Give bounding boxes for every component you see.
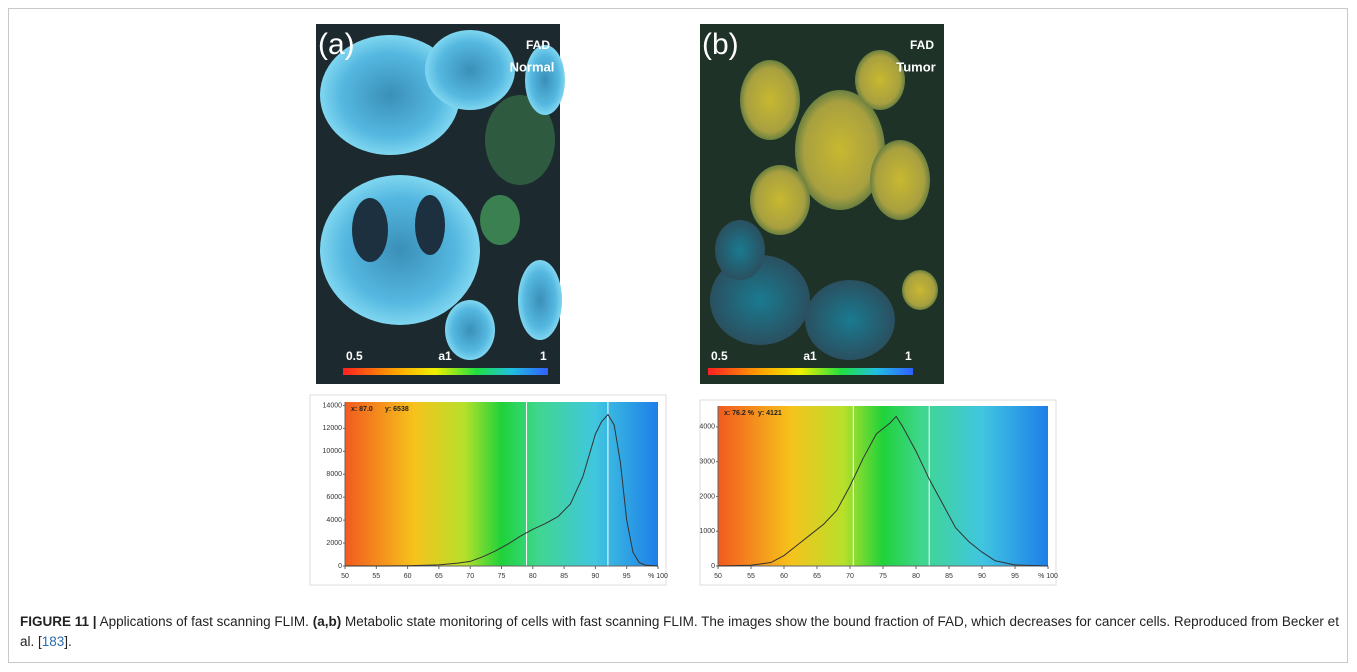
x-tick-label: 55 [372, 573, 380, 580]
scale-name: a1 [803, 349, 817, 363]
y-tick-label: 2000 [699, 493, 715, 500]
y-tick-label: 4000 [326, 517, 342, 524]
readout-y: y: 6538 [385, 406, 409, 413]
x-tick-label: 80 [529, 573, 537, 580]
x-tick-label: % 100 [1038, 573, 1058, 580]
scale-max: 1 [540, 349, 547, 363]
stain-label: FAD [526, 38, 550, 52]
scale-min: 0.5 [711, 349, 728, 363]
y-tick-label: 10000 [323, 448, 343, 455]
caption-end: ]. [64, 634, 72, 649]
caption-figure: FIGURE 11 | [20, 614, 97, 629]
x-tick-label: 75 [498, 573, 506, 580]
caption-panels: (a,b) [313, 614, 342, 629]
x-tick-label: 85 [560, 573, 568, 580]
caption-ref[interactable]: 183 [42, 634, 65, 649]
x-tick-label: 55 [747, 573, 755, 580]
x-tick-label: 85 [945, 573, 953, 580]
x-tick-label: 60 [404, 573, 412, 580]
scale-min: 0.5 [346, 349, 363, 363]
y-tick-label: 14000 [323, 402, 343, 409]
scale-name: a1 [438, 349, 452, 363]
x-tick-label: % 100 [648, 573, 668, 580]
y-tick-label: 2000 [326, 540, 342, 547]
page: (a) FAD Normal 0.5 a1 1 (b) FAD Tumor 0.5 a1 1 0 2000… [0, 0, 1357, 672]
y-tick-label: 3000 [699, 458, 715, 465]
panel-label: (a) [318, 28, 355, 61]
panel-label: (b) [702, 28, 739, 61]
readout-y: y: 4121 [758, 410, 782, 417]
x-tick-label: 50 [341, 573, 349, 580]
y-tick-label: 4000 [699, 424, 715, 431]
figure: (a) FAD Normal 0.5 a1 1 (b) FAD Tumor 0.5 a1 1 0 2000… [0, 0, 1357, 600]
y-tick-label: 0 [711, 563, 715, 570]
x-tick-label: 95 [1011, 573, 1019, 580]
condition-label: Tumor [896, 59, 935, 74]
x-tick-label: 95 [623, 573, 631, 580]
condition-label: Normal [510, 59, 555, 74]
y-tick-label: 8000 [326, 471, 342, 478]
image-b [700, 24, 944, 384]
x-tick-label: 90 [592, 573, 600, 580]
x-tick-label: 60 [780, 573, 788, 580]
readout-x: x: 87.0 [351, 406, 373, 413]
x-tick-label: 75 [879, 573, 887, 580]
x-tick-label: 80 [912, 573, 920, 580]
x-tick-label: 70 [846, 573, 854, 580]
x-tick-label: 50 [714, 573, 722, 580]
y-tick-label: 6000 [326, 494, 342, 501]
histogram-backgrounds [310, 395, 1056, 585]
x-tick-label: 70 [466, 573, 474, 580]
caption: FIGURE 11 | Applications of fast scannin… [20, 612, 1340, 652]
readout-x: x: 76.2 % [724, 410, 755, 417]
y-tick-label: 12000 [323, 425, 343, 432]
y-tick-label: 0 [338, 563, 342, 570]
y-tick-label: 1000 [699, 528, 715, 535]
scale-max: 1 [905, 349, 912, 363]
x-tick-label: 90 [978, 573, 986, 580]
x-tick-label: 65 [813, 573, 821, 580]
caption-title: Applications of fast scanning FLIM. [100, 614, 309, 629]
stain-label: FAD [910, 38, 934, 52]
x-tick-label: 65 [435, 573, 443, 580]
image-a [316, 24, 565, 384]
